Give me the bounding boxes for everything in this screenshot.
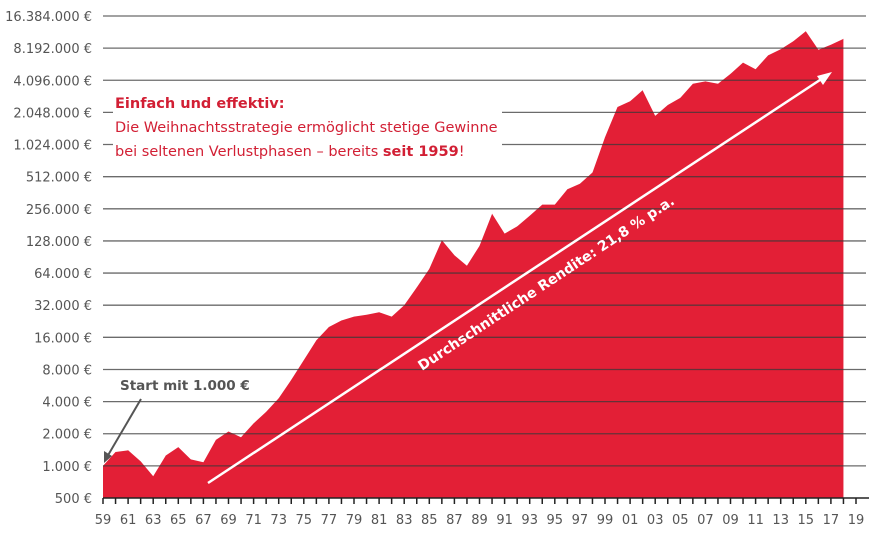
y-tick-label: 500 € (55, 492, 92, 507)
x-tick-label: 91 (496, 513, 513, 528)
x-tick-label: 13 (772, 513, 789, 528)
x-tick-label: 97 (572, 513, 589, 528)
x-tick-label: 85 (421, 513, 438, 528)
y-tick-label: 1.000 € (42, 460, 92, 475)
y-tick-label: 1.024.000 € (13, 139, 92, 154)
y-tick-label: 4.096.000 € (13, 74, 92, 89)
x-tick-label: 81 (371, 513, 388, 528)
y-tick-label: 4.000 € (42, 396, 92, 411)
chart-subtitle-line1: Die Weihnachtsstrategie ermöglicht steti… (115, 120, 498, 136)
x-tick-label: 09 (722, 513, 739, 528)
area-series (103, 31, 844, 498)
subtitle-exclaim: ! (458, 144, 465, 160)
x-tick-label: 71 (245, 513, 262, 528)
y-tick-label: 16.384.000 € (5, 10, 92, 25)
y-tick-label: 512.000 € (26, 171, 92, 186)
x-tick-label: 93 (521, 513, 538, 528)
y-tick-label: 64.000 € (34, 267, 92, 282)
x-tick-label: 75 (296, 513, 313, 528)
y-tick-label: 128.000 € (26, 235, 92, 250)
start-label: Start mit 1.000 € (120, 378, 250, 394)
x-tick-label: 77 (321, 513, 338, 528)
y-tick-label: 8.000 € (42, 363, 92, 378)
x-tick-label: 17 (823, 513, 840, 528)
y-tick-label: 32.000 € (34, 299, 92, 314)
x-tick-label: 05 (672, 513, 689, 528)
x-tick-label: 15 (798, 513, 815, 528)
y-tick-label: 16.000 € (34, 331, 92, 346)
x-tick-label: 61 (120, 513, 137, 528)
start-arrowhead (104, 451, 112, 463)
chart-title: Einfach und effektiv: (115, 96, 285, 112)
trend-arrowhead (817, 72, 832, 85)
x-tick-label: 03 (647, 513, 664, 528)
y-tick-label: 2.048.000 € (13, 106, 92, 121)
x-tick-label: 67 (195, 513, 212, 528)
x-tick-label: 63 (145, 513, 162, 528)
x-tick-label: 19 (848, 513, 865, 528)
subtitle-text: bei seltenen Verlustphasen – bereits (115, 144, 383, 160)
x-tick-label: 83 (396, 513, 413, 528)
y-tick-label: 2.000 € (42, 428, 92, 443)
trend-arrow (207, 74, 827, 485)
x-tick-label: 73 (270, 513, 287, 528)
subtitle-highlight: seit 1959 (382, 144, 459, 160)
x-tick-label: 59 (95, 513, 112, 528)
x-tick-label: 69 (220, 513, 237, 528)
chart-subtitle-line2: bei seltenen Verlustphasen – bereits sei… (115, 140, 498, 164)
x-tick-label: 89 (471, 513, 488, 528)
x-tick-label: 95 (547, 513, 564, 528)
chart-callout: Einfach und effektiv: Die Weihnachtsstra… (113, 92, 502, 164)
x-tick-label: 79 (346, 513, 363, 528)
x-tick-label: 11 (747, 513, 764, 528)
x-tick-label: 87 (446, 513, 463, 528)
x-tick-label: 07 (697, 513, 714, 528)
x-tick-label: 01 (622, 513, 639, 528)
y-tick-label: 256.000 € (26, 203, 92, 218)
x-tick-label: 65 (170, 513, 187, 528)
y-tick-label: 8.192.000 € (13, 42, 92, 57)
x-tick-label: 99 (597, 513, 614, 528)
start-arrow (106, 398, 142, 458)
